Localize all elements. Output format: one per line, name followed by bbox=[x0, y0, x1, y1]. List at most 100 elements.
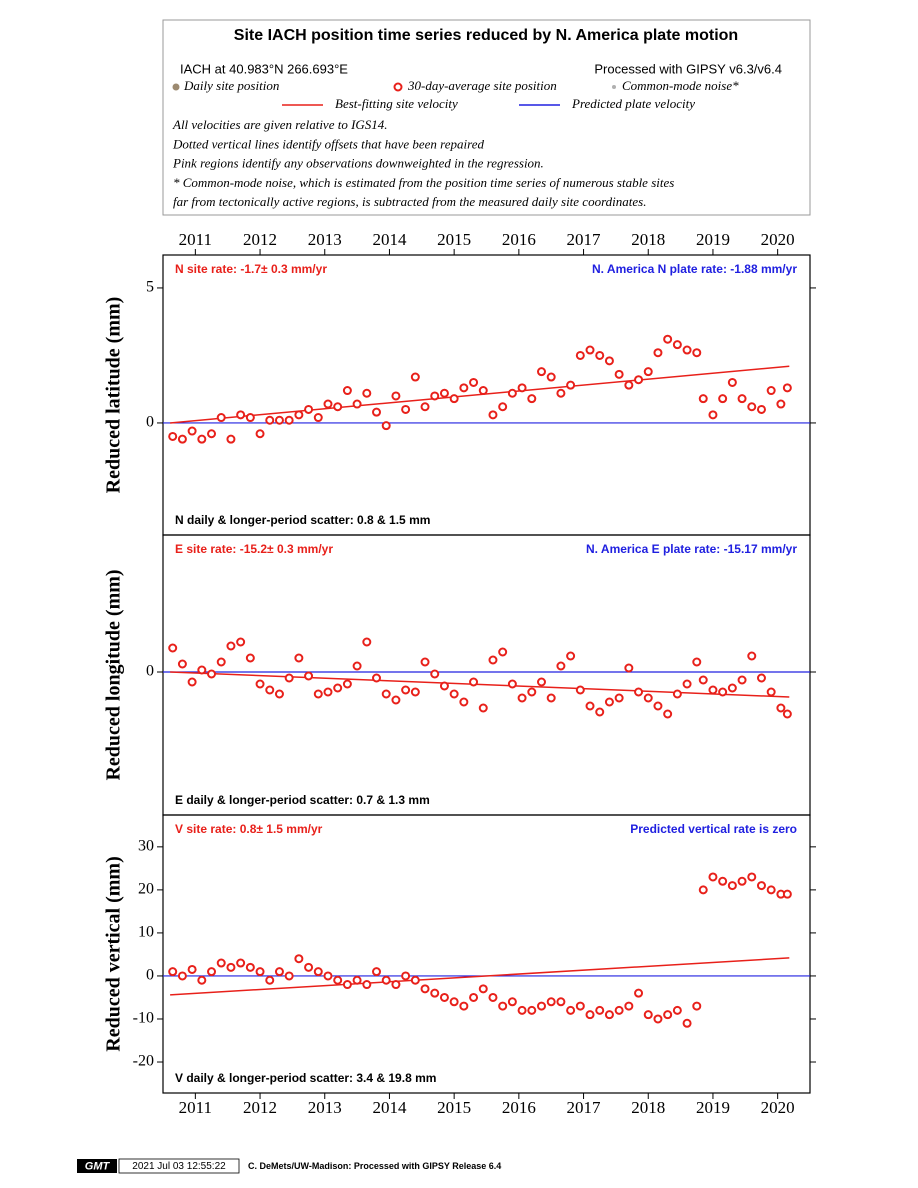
average-point bbox=[459, 697, 469, 707]
average-point bbox=[226, 434, 236, 444]
average-point bbox=[207, 669, 217, 679]
average-point bbox=[342, 386, 352, 396]
average-point bbox=[718, 876, 728, 886]
average-point bbox=[698, 394, 708, 404]
average-point bbox=[284, 673, 294, 683]
stamp: 2021 Jul 03 12:55:22 bbox=[132, 1161, 226, 1172]
average-point bbox=[236, 958, 246, 968]
plate-rate: N. America E plate rate: -15.17 mm/yr bbox=[586, 542, 797, 556]
average-point bbox=[381, 421, 391, 431]
average-point bbox=[488, 992, 498, 1002]
average-point bbox=[698, 675, 708, 685]
average-point bbox=[546, 997, 556, 1007]
average-point bbox=[197, 975, 207, 985]
legend-label: Predicted plate velocity bbox=[571, 96, 695, 111]
average-point bbox=[381, 689, 391, 699]
average-point bbox=[459, 383, 469, 393]
note: Dotted vertical lines identify offsets t… bbox=[172, 136, 484, 151]
note: All velocities are given relative to IGS… bbox=[172, 117, 388, 132]
average-point bbox=[430, 391, 440, 401]
y-tick-label: -10 bbox=[133, 1010, 154, 1027]
average-point bbox=[536, 677, 546, 687]
legend-label: Daily site position bbox=[183, 78, 279, 93]
panel-frame bbox=[162, 254, 811, 536]
average-point bbox=[245, 653, 255, 663]
fit-line bbox=[170, 671, 790, 698]
x-tick-label: 2020 bbox=[761, 1098, 795, 1117]
panels: 0 5 2011 2012 2013 2014 2015 2016 2017 2018 2019 20… bbox=[103, 230, 816, 1117]
average-point bbox=[498, 1001, 508, 1011]
average-point bbox=[614, 693, 624, 703]
average-point bbox=[546, 693, 556, 703]
processed: Processed with GIPSY v6.3/v6.4 bbox=[594, 61, 782, 76]
average-point bbox=[708, 872, 718, 882]
average-point bbox=[595, 707, 605, 717]
average-point bbox=[643, 367, 653, 377]
average-point bbox=[342, 980, 352, 990]
average-point bbox=[313, 967, 323, 977]
average-point bbox=[708, 685, 718, 695]
average-point bbox=[653, 701, 663, 711]
average-point bbox=[478, 703, 488, 713]
x-tick-label: 2013 bbox=[308, 230, 342, 249]
average-point bbox=[284, 971, 294, 981]
x-tick-label: 2020 bbox=[761, 230, 795, 249]
average-point bbox=[391, 391, 401, 401]
average-point bbox=[782, 383, 792, 393]
average-point bbox=[782, 889, 792, 899]
average-point bbox=[766, 885, 776, 895]
y-tick-label: 30 bbox=[138, 838, 154, 855]
legend: Daily site position 30-day-average site p… bbox=[172, 78, 739, 111]
average-point bbox=[737, 394, 747, 404]
average-point bbox=[323, 687, 333, 697]
average-point bbox=[187, 677, 197, 687]
average-point bbox=[692, 1001, 702, 1011]
average-point bbox=[362, 637, 372, 647]
x-tick-label: 2014 bbox=[372, 1098, 407, 1117]
title: Site IACH position time series reduced b… bbox=[234, 27, 738, 44]
average-point bbox=[459, 1001, 469, 1011]
average-point bbox=[469, 992, 479, 1002]
average-point bbox=[255, 679, 265, 689]
scatter-label: E daily & longer-period scatter: 0.7 & 1… bbox=[175, 793, 430, 807]
average-point bbox=[372, 967, 382, 977]
legend-average-dot bbox=[393, 82, 403, 92]
average-point bbox=[216, 413, 226, 423]
average-point bbox=[168, 967, 178, 977]
average-point bbox=[653, 348, 663, 358]
average-point bbox=[401, 971, 411, 981]
average-point bbox=[756, 673, 766, 683]
stamp-box bbox=[118, 1158, 240, 1174]
average-point bbox=[756, 404, 766, 414]
average-point bbox=[401, 685, 411, 695]
average-point bbox=[294, 954, 304, 964]
average-point bbox=[323, 399, 333, 409]
note: * Common-mode noise, which is estimated … bbox=[173, 175, 674, 190]
average-point bbox=[663, 334, 673, 344]
average-point bbox=[430, 669, 440, 679]
average-point bbox=[274, 415, 284, 425]
average-point bbox=[692, 348, 702, 358]
average-point bbox=[449, 394, 459, 404]
average-point bbox=[197, 434, 207, 444]
average-point bbox=[207, 429, 217, 439]
average-point bbox=[747, 402, 757, 412]
average-point bbox=[682, 679, 692, 689]
x-tick-label: 2017 bbox=[567, 230, 602, 249]
average-point bbox=[469, 677, 479, 687]
average-point bbox=[737, 876, 747, 886]
average-point bbox=[595, 350, 605, 360]
average-point bbox=[566, 380, 576, 390]
average-point bbox=[595, 1005, 605, 1015]
average-point bbox=[585, 1010, 595, 1020]
average-point bbox=[776, 399, 786, 409]
average-point bbox=[207, 967, 217, 977]
average-point bbox=[313, 413, 323, 423]
average-point bbox=[672, 1005, 682, 1015]
average-point bbox=[727, 881, 737, 891]
average-point bbox=[391, 695, 401, 705]
average-point bbox=[478, 984, 488, 994]
average-point bbox=[756, 881, 766, 891]
average-point bbox=[663, 709, 673, 719]
